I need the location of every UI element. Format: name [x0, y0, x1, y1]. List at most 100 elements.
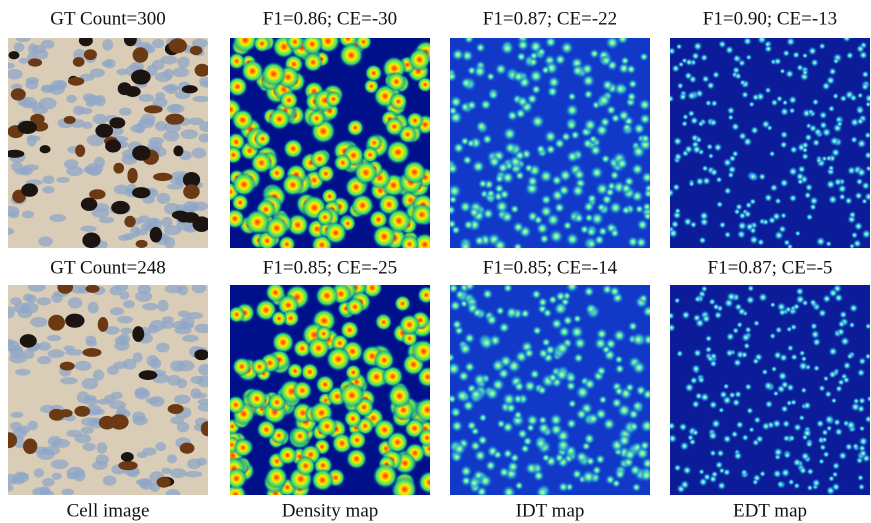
map-spot — [277, 445, 298, 466]
map-spot — [523, 162, 534, 174]
map-spot — [770, 365, 778, 373]
map-spot — [744, 201, 753, 209]
panel-texture — [8, 38, 208, 248]
nucleus — [25, 79, 39, 90]
stained-cell — [138, 76, 149, 85]
map-spot — [684, 382, 695, 393]
map-spot — [478, 335, 495, 351]
map-spot — [792, 302, 801, 311]
map-spot — [780, 212, 788, 220]
nucleus — [107, 365, 120, 375]
map-spot — [701, 74, 710, 84]
stained-cell — [19, 334, 37, 348]
map-spot — [564, 371, 578, 385]
map-spot — [761, 119, 771, 129]
map-spot — [752, 319, 761, 327]
map-spot — [758, 172, 767, 181]
map-spot — [553, 201, 566, 214]
map-spot — [230, 208, 246, 230]
map-spot — [295, 455, 317, 477]
map-spot — [745, 53, 753, 61]
map-spot — [338, 382, 365, 409]
stained-cell — [189, 45, 203, 56]
map-spot — [779, 106, 790, 117]
stained-cell — [59, 361, 75, 371]
map-spot — [730, 122, 740, 132]
map-spot — [588, 48, 600, 60]
map-spot — [730, 430, 739, 439]
map-spot — [232, 38, 259, 53]
map-spot — [315, 325, 332, 342]
panel-texture — [230, 38, 430, 248]
nucleus — [137, 285, 151, 294]
nucleus — [10, 411, 24, 419]
map-spot — [468, 387, 484, 402]
map-spot — [776, 480, 785, 489]
nucleus — [27, 285, 46, 292]
nucleus — [86, 134, 105, 147]
map-spot — [736, 321, 744, 329]
map-spot — [481, 207, 495, 221]
map-spot — [467, 476, 481, 490]
nucleus — [138, 478, 153, 489]
map-spot — [602, 417, 617, 432]
map-spot — [584, 302, 598, 316]
map-spot — [530, 288, 542, 300]
map-spot — [747, 171, 758, 182]
map-spot — [708, 297, 717, 306]
nucleus — [81, 378, 99, 390]
map-spot — [264, 285, 286, 303]
map-spot — [586, 412, 600, 426]
map-spot — [829, 135, 840, 147]
map-spot — [818, 458, 825, 465]
map-spot — [550, 174, 563, 187]
map-spot — [514, 107, 527, 120]
nucleus — [8, 484, 14, 492]
map-spot — [798, 414, 806, 422]
map-spot — [519, 308, 531, 320]
map-spot — [713, 310, 723, 320]
map-spot — [848, 303, 859, 313]
map-spot — [783, 238, 791, 247]
map-spot — [468, 206, 481, 219]
map-spot — [530, 84, 542, 95]
map-spot — [461, 154, 473, 166]
map-spot — [769, 183, 779, 193]
map-spot — [782, 49, 791, 58]
map-spot — [526, 92, 539, 106]
map-spot — [605, 104, 617, 116]
map-spot — [572, 313, 583, 324]
map-spot — [800, 451, 811, 462]
nucleus — [119, 290, 130, 300]
map-spot — [804, 183, 814, 192]
map-spot — [621, 122, 632, 133]
map-spot — [670, 323, 677, 333]
stained-cell — [82, 232, 101, 248]
nucleus — [92, 113, 108, 125]
map-spot — [569, 324, 585, 340]
nucleus — [82, 121, 93, 130]
map-spot — [811, 98, 820, 106]
map-spot — [864, 322, 870, 330]
map-spot — [858, 425, 866, 432]
nucleus — [166, 454, 178, 464]
map-spot — [672, 136, 683, 147]
map-spot — [474, 42, 487, 54]
map-spot — [564, 231, 580, 247]
map-spot — [601, 78, 615, 92]
map-spot — [815, 236, 826, 247]
map-spot — [772, 390, 780, 397]
map-spot — [477, 178, 488, 189]
nucleus — [132, 352, 143, 363]
map-spot — [548, 412, 564, 427]
stained-cell — [57, 285, 74, 294]
map-spot — [852, 238, 862, 248]
nucleus — [122, 358, 137, 370]
nucleus — [49, 214, 67, 223]
stained-cell — [21, 183, 39, 197]
nucleus — [199, 121, 208, 133]
map-spot — [865, 165, 870, 172]
map-spot — [472, 372, 488, 388]
panel-title: F1=0.85; CE=-25 — [263, 257, 397, 278]
map-spot — [641, 388, 650, 401]
